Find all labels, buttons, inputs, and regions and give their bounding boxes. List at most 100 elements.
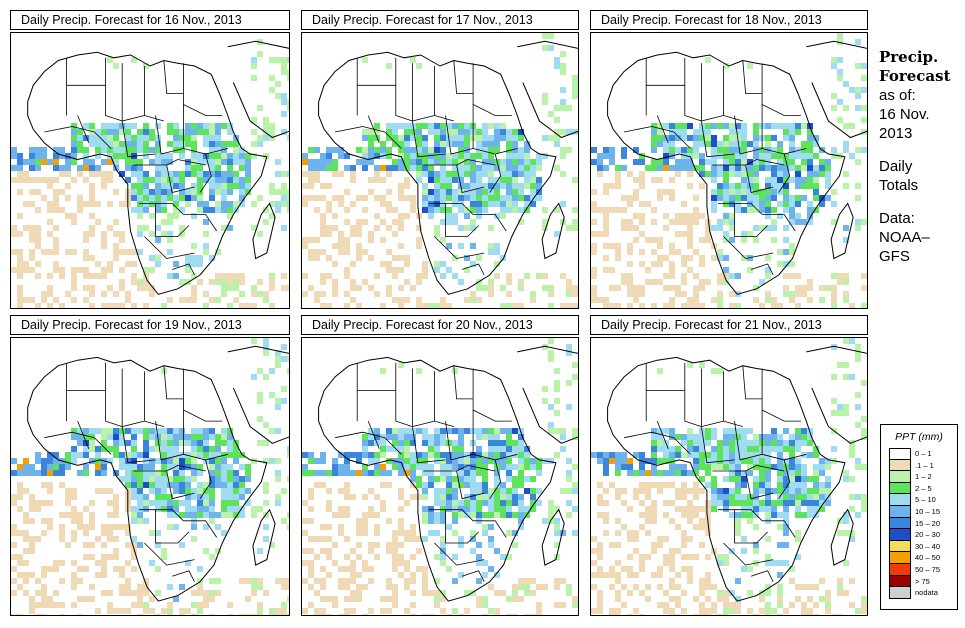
precip-field	[302, 33, 578, 308]
country-border	[367, 115, 380, 144]
coastline	[27, 356, 268, 602]
country-border	[723, 371, 743, 427]
legend-item: 10 – 15	[889, 505, 957, 518]
country-border	[734, 509, 768, 544]
country-border	[138, 509, 184, 522]
legend-item: > 75	[889, 575, 957, 588]
country-border	[761, 368, 801, 422]
asof-date-line1: 16 Nov.	[879, 106, 930, 123]
country-border	[199, 459, 212, 499]
country-border	[166, 464, 206, 472]
legend-label: .1 – 1	[915, 460, 934, 470]
totals-line2: Totals	[879, 177, 919, 194]
panel-title: Daily Precip. Forecast for 18 Nov., 2013	[590, 10, 868, 30]
country-border	[745, 464, 785, 472]
arabia-outline	[806, 345, 867, 444]
precip-map	[10, 32, 290, 309]
country-border	[461, 570, 485, 582]
country-border	[77, 115, 90, 144]
precip-map	[590, 337, 868, 616]
country-border	[761, 63, 801, 116]
country-border	[77, 420, 90, 449]
country-border	[143, 371, 165, 427]
precip-field	[11, 338, 289, 615]
country-border	[434, 66, 454, 122]
legend-label: 2 – 5	[915, 483, 932, 493]
country-border	[473, 214, 507, 232]
country-border	[133, 470, 195, 500]
legend-swatch	[889, 575, 911, 588]
country-border	[434, 542, 485, 566]
panel-title: Daily Precip. Forecast for 21 Nov., 2013	[590, 315, 868, 335]
country-border	[656, 115, 669, 144]
precip-field	[302, 338, 578, 615]
country-border	[701, 368, 724, 428]
legend-item: 2 – 5	[889, 482, 957, 495]
country-border	[412, 63, 435, 122]
panel-title: Daily Precip. Forecast for 16 Nov., 2013	[10, 10, 290, 30]
coastline	[27, 51, 268, 295]
coastline	[607, 356, 846, 602]
country-border	[121, 426, 156, 464]
madagascar-outline	[541, 202, 565, 260]
legend-item: 20 – 30	[889, 529, 957, 541]
country-border	[166, 159, 206, 166]
legend-label: 0 – 1	[915, 449, 932, 458]
legend-swatch	[889, 494, 911, 506]
country-border	[412, 120, 446, 158]
country-border	[473, 520, 507, 538]
country-border	[423, 470, 485, 500]
legend-swatch	[889, 529, 911, 541]
sidebar-title-line2: Forecast	[879, 67, 951, 85]
legend-swatch	[889, 471, 911, 483]
data-source-line2: NOAA–	[879, 229, 930, 246]
country-border	[445, 509, 479, 544]
country-border	[155, 509, 190, 544]
country-border	[395, 57, 413, 122]
country-border	[750, 263, 774, 276]
madagascar-outline	[252, 508, 276, 566]
arabia-outline	[227, 40, 289, 139]
country-border	[445, 203, 479, 237]
country-border	[434, 236, 485, 259]
sidebar-title-line1: Precip.	[879, 48, 939, 66]
country-border	[429, 509, 474, 522]
legend-label: 10 – 15	[915, 506, 941, 516]
precip-field	[591, 33, 867, 308]
country-border	[701, 120, 735, 158]
map-canvas	[591, 338, 867, 615]
country-border	[762, 214, 796, 232]
precip-map	[301, 32, 579, 309]
country-border	[182, 63, 223, 116]
madagascar-outline	[252, 202, 276, 260]
country-border	[105, 362, 123, 427]
country-border	[742, 365, 763, 400]
asof-date-line2: 2013	[879, 125, 913, 142]
legend-item: 5 – 10	[889, 494, 957, 506]
legend-item: 30 – 40	[889, 540, 957, 553]
country-border	[701, 426, 735, 464]
country-border	[133, 164, 195, 193]
coastline	[607, 51, 846, 295]
legend-item: 40 – 50	[889, 552, 957, 564]
country-border	[718, 509, 763, 522]
legend-label: > 75	[915, 576, 930, 586]
country-border	[453, 60, 474, 94]
precip-field	[11, 39, 289, 308]
legend-label: 1 – 2	[915, 472, 932, 482]
legend-label: 5 – 10	[915, 495, 936, 505]
country-border	[712, 164, 774, 193]
map-canvas	[302, 338, 578, 615]
legend-label: 40 – 50	[915, 553, 941, 563]
country-border	[434, 371, 454, 427]
arabia-outline	[517, 345, 578, 444]
country-border	[742, 60, 763, 94]
country-border	[701, 63, 724, 122]
precip-field	[591, 338, 867, 615]
madagascar-outline	[541, 508, 565, 566]
legend-label: 15 – 20	[915, 518, 941, 528]
country-border	[456, 159, 496, 166]
legend-item: 1 – 2	[889, 471, 957, 483]
precip-map	[301, 337, 579, 616]
